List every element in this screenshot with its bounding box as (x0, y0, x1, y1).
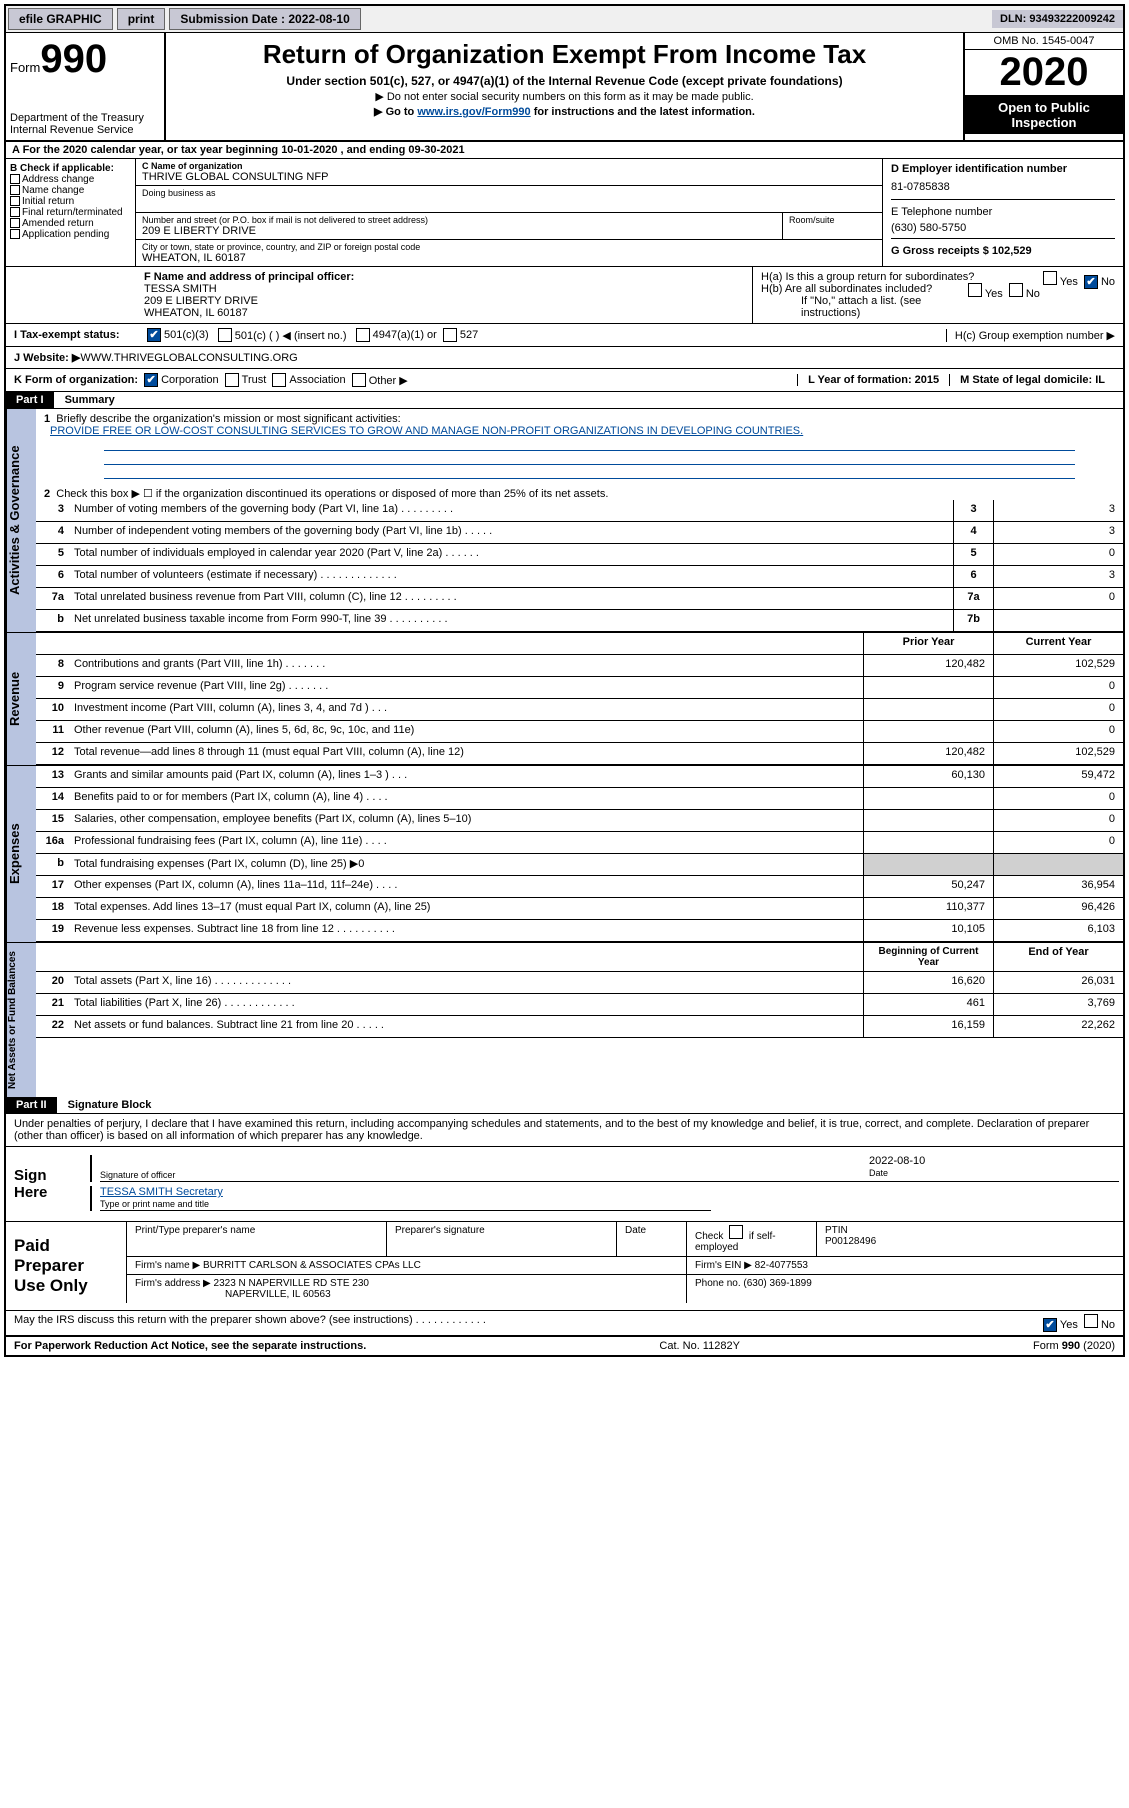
tax-year: 2020 (965, 50, 1123, 96)
box-f: F Name and address of principal officer:… (136, 267, 753, 323)
part1-header: Part I (6, 392, 54, 408)
firm-phone: (630) 369-1899 (743, 1278, 811, 1289)
efile-label: efile GRAPHIC (8, 8, 113, 30)
form-header: Form990 Department of the TreasuryIntern… (6, 33, 1123, 142)
exp-13-prior: 60,130 (863, 766, 993, 787)
pra-notice: For Paperwork Reduction Act Notice, see … (14, 1340, 366, 1352)
rev-8-prior: 120,482 (863, 655, 993, 676)
firm-addr1: 2323 N NAPERVILLE RD STE 230 (214, 1278, 369, 1289)
rev-12-prior: 120,482 (863, 743, 993, 764)
val-5: 0 (993, 544, 1123, 565)
exp-15-curr: 0 (993, 810, 1123, 831)
side-governance: Activities & Governance (6, 409, 36, 632)
net-20-begin: 16,620 (863, 972, 993, 993)
part2-header: Part II (6, 1097, 57, 1113)
rev-8-curr: 102,529 (993, 655, 1123, 676)
org-street: 209 E LIBERTY DRIVE (142, 225, 776, 237)
exp-16a-curr: 0 (993, 832, 1123, 853)
ein: 81-0785838 (891, 175, 1115, 199)
form-footer: Form 990 (2020) (1033, 1340, 1115, 1352)
firm-addr2: NAPERVILLE, IL 60563 (135, 1289, 331, 1300)
col-current: Current Year (993, 633, 1123, 654)
cat-no: Cat. No. 11282Y (659, 1340, 740, 1352)
irs-link[interactable]: www.irs.gov/Form990 (417, 106, 530, 118)
box-h: H(a) Is this a group return for subordin… (753, 267, 1123, 323)
ptin: P00128496 (825, 1236, 876, 1247)
row-k: K Form of organization: ✔Corporation Tru… (6, 369, 1123, 392)
org-name: THRIVE GLOBAL CONSULTING NFP (142, 171, 876, 183)
officer-signature: TESSA SMITH Secretary (100, 1186, 223, 1198)
sign-here-label: Sign Here (6, 1147, 86, 1221)
print-button[interactable]: print (117, 8, 166, 30)
firm-name: BURRITT CARLSON & ASSOCIATES CPAs LLC (203, 1260, 421, 1271)
col-end: End of Year (993, 943, 1123, 971)
officer-name: TESSA SMITH (144, 283, 217, 295)
part2-title: Signature Block (60, 1097, 160, 1113)
year-formation: L Year of formation: 2015 (797, 374, 949, 386)
line2: Check this box ▶ ☐ if the organization d… (56, 488, 608, 500)
dept-treasury: Department of the TreasuryInternal Reven… (10, 112, 160, 136)
rev-12-curr: 102,529 (993, 743, 1123, 764)
goto-pre: ▶ Go to (374, 106, 417, 118)
val-7b (993, 610, 1123, 631)
rev-10-curr: 0 (993, 699, 1123, 720)
exp-17-prior: 50,247 (863, 876, 993, 897)
subtitle-1: Under section 501(c), 527, or 4947(a)(1)… (176, 74, 953, 88)
net-22-begin: 16,159 (863, 1016, 993, 1037)
goto-post: for instructions and the latest informat… (531, 106, 755, 118)
form-number: 990 (40, 37, 107, 81)
gross-receipts: G Gross receipts $ 102,529 (891, 245, 1032, 257)
state-domicile: M State of legal domicile: IL (949, 374, 1115, 386)
box-c: C Name of organization THRIVE GLOBAL CON… (136, 159, 883, 266)
form-title: Return of Organization Exempt From Incom… (176, 39, 953, 70)
row-j: J Website: ▶ WWW.THRIVEGLOBALCONSULTING.… (6, 347, 1123, 369)
perjury-declaration: Under penalties of perjury, I declare th… (6, 1114, 1123, 1147)
exp-18-curr: 96,426 (993, 898, 1123, 919)
exp-14-curr: 0 (993, 788, 1123, 809)
val-4: 3 (993, 522, 1123, 543)
net-21-end: 3,769 (993, 994, 1123, 1015)
website: WWW.THRIVEGLOBALCONSULTING.ORG (80, 352, 297, 364)
subtitle-2: ▶ Do not enter social security numbers o… (176, 90, 953, 103)
side-revenue: Revenue (6, 633, 36, 765)
exp-19-prior: 10,105 (863, 920, 993, 941)
side-net-assets: Net Assets or Fund Balances (6, 943, 36, 1097)
phone: (630) 580-5750 (891, 218, 1115, 238)
discuss-question: May the IRS discuss this return with the… (14, 1314, 486, 1332)
col-begin: Beginning of Current Year (863, 943, 993, 971)
val-7a: 0 (993, 588, 1123, 609)
exp-18-prior: 110,377 (863, 898, 993, 919)
sign-date: 2022-08-10 (869, 1155, 925, 1167)
line1-label: Briefly describe the organization's miss… (56, 413, 400, 425)
row-a-tax-year: A For the 2020 calendar year, or tax yea… (6, 142, 1123, 159)
org-city: WHEATON, IL 60187 (142, 252, 876, 264)
firm-ein: 82-4077553 (755, 1260, 808, 1271)
paid-preparer-label: Paid Preparer Use Only (6, 1222, 126, 1310)
exp-17-curr: 36,954 (993, 876, 1123, 897)
rev-11-curr: 0 (993, 721, 1123, 742)
net-21-begin: 461 (863, 994, 993, 1015)
box-d: D Employer identification number 81-0785… (883, 159, 1123, 266)
form-label: Form (10, 60, 40, 75)
rev-9-curr: 0 (993, 677, 1123, 698)
dln: DLN: 93493222009242 (992, 10, 1123, 28)
val-3: 3 (993, 500, 1123, 521)
omb-number: OMB No. 1545-0047 (965, 33, 1123, 50)
box-b: B Check if applicable: Address change Na… (6, 159, 136, 266)
open-inspection: Open to Public Inspection (965, 96, 1123, 134)
part1-title: Summary (57, 392, 123, 408)
mission-text: PROVIDE FREE OR LOW-COST CONSULTING SERV… (44, 425, 1115, 437)
net-20-end: 26,031 (993, 972, 1123, 993)
submission-date: Submission Date : 2022-08-10 (169, 8, 360, 30)
side-expenses: Expenses (6, 766, 36, 942)
top-toolbar: efile GRAPHIC print Submission Date : 20… (6, 6, 1123, 33)
exp-19-curr: 6,103 (993, 920, 1123, 941)
exp-13-curr: 59,472 (993, 766, 1123, 787)
val-6: 3 (993, 566, 1123, 587)
net-22-end: 22,262 (993, 1016, 1123, 1037)
row-i: I Tax-exempt status: ✔501(c)(3) 501(c) (… (6, 324, 1123, 347)
col-prior: Prior Year (863, 633, 993, 654)
